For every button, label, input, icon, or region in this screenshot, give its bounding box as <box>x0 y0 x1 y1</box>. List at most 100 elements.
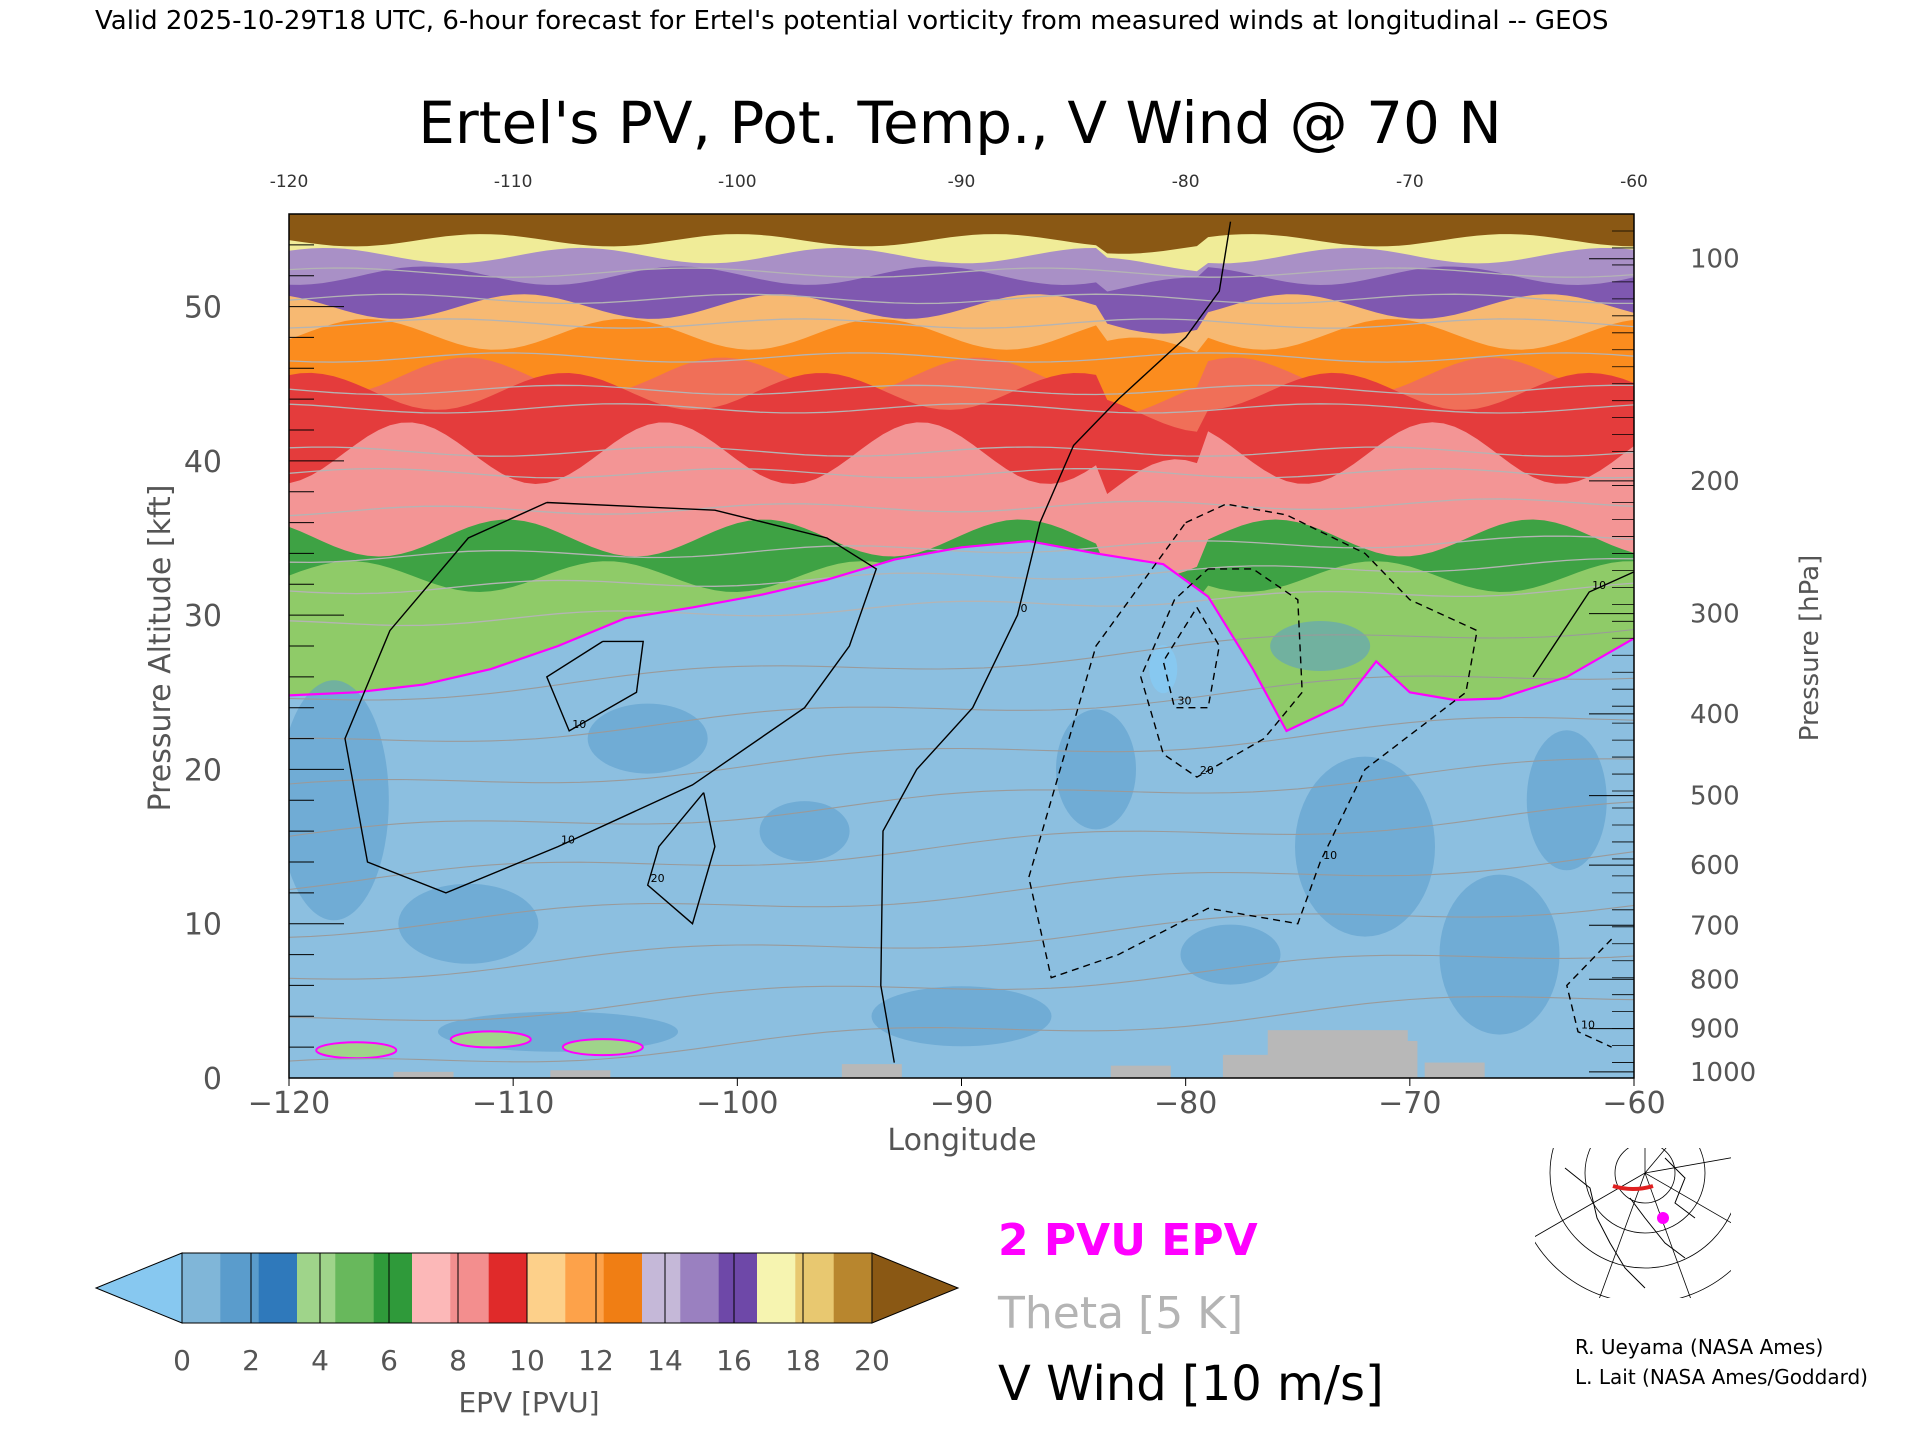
theta-trop-line-6 <box>289 716 1634 785</box>
inset-meridian <box>1644 1172 1731 1224</box>
pressure-tick-label: 700 <box>1690 911 1740 941</box>
y-tick-label: 50 <box>184 291 222 326</box>
inset-cross-section-path <box>1612 1184 1654 1191</box>
y-axis-label-left: Pressure Altitude [kft] <box>143 485 178 812</box>
colorbar-tick-label: 0 <box>173 1344 191 1377</box>
inset-latitude-circle <box>1614 1148 1676 1204</box>
colorbar-swatch-0 <box>182 1253 221 1323</box>
epv-patch-9 <box>1180 924 1281 985</box>
x-tick-label: −100 <box>696 1086 778 1121</box>
inset-meridian <box>1535 1172 1646 1237</box>
y-tick-label: 0 <box>203 1062 222 1097</box>
top-tick-label: -110 <box>494 172 533 192</box>
colorbar-swatch-17 <box>833 1253 873 1323</box>
x-tick-label: −70 <box>1378 1086 1441 1121</box>
theta-line-340 <box>289 498 1634 517</box>
legend: 2 PVU EPV Theta [5 K] V Wind [10 m/s] <box>997 1215 1384 1412</box>
colorbar-swatch-7 <box>450 1253 490 1323</box>
theta-trop-line-5 <box>289 758 1634 837</box>
inset-coastlines <box>1564 1157 1696 1289</box>
pressure-tick-label: 500 <box>1690 782 1740 812</box>
terrain-6 <box>550 1070 611 1078</box>
theta-trop-line-7 <box>289 675 1634 742</box>
y-tick-label: 10 <box>184 908 222 943</box>
colorbar-swatch-9 <box>527 1253 566 1323</box>
epv-patch-6 <box>1295 756 1435 937</box>
pressure-tick-label: 900 <box>1690 1015 1740 1045</box>
colorbar-over-arrow <box>871 1252 960 1324</box>
inset-location-marker <box>1657 1212 1669 1224</box>
colorbar-tick-label: 8 <box>449 1344 467 1377</box>
vwind-contour-6 <box>1140 568 1303 778</box>
colorbar-tick-label: 12 <box>578 1344 614 1377</box>
theta-line-390 <box>289 352 1634 363</box>
pressure-tick-label: 400 <box>1690 700 1740 730</box>
inset-meridian <box>1599 1172 1646 1298</box>
vwind-contour-0 <box>880 221 1232 1063</box>
inset-meridian <box>1644 1172 1691 1298</box>
theta-line-310 <box>289 582 1634 627</box>
terrain-5 <box>841 1064 902 1078</box>
colorbar-tick-label: 6 <box>380 1344 398 1377</box>
vwind-contour-label-5: 10 <box>1323 849 1337 862</box>
x-tick-label: −110 <box>472 1086 554 1121</box>
vwind-contour-label-6: 20 <box>1200 764 1214 777</box>
chart-title: Ertel's PV, Pot. Temp., V Wind @ 70 N <box>418 89 1501 157</box>
epv-field: 0 10 10 20 10 10 20 30 10 <box>289 214 1634 1078</box>
inset-latitude-circle <box>1584 1148 1706 1234</box>
vwind-contour-label-2: 10 <box>572 718 586 731</box>
x-axis-label: Longitude <box>887 1123 1036 1158</box>
inset-latitude-circle <box>1549 1148 1731 1269</box>
top-tick-label: -100 <box>718 172 757 192</box>
terrain-0 <box>1110 1065 1171 1078</box>
theta-line-350 <box>289 467 1634 479</box>
vwind-contour-5 <box>1028 503 1478 979</box>
vwind-contour-7 <box>1162 607 1221 709</box>
x-tick-label: −120 <box>248 1086 330 1121</box>
epv-patch-0 <box>289 680 389 921</box>
colorbar-frame <box>181 1252 873 1324</box>
inset-meridian <box>1644 1157 1731 1174</box>
epv-patch-4 <box>871 986 1052 1047</box>
theta-line-360 <box>289 446 1634 457</box>
colorbar-swatch-13 <box>680 1253 720 1323</box>
top-tick-label: -70 <box>1396 172 1424 192</box>
surface-pv-1 <box>449 1030 532 1049</box>
vwind-contour-label-8: 10 <box>1581 1019 1595 1032</box>
epv-patch-light <box>1149 645 1178 694</box>
y-tick-label: 30 <box>184 599 222 634</box>
colorbar-swatch-14 <box>718 1253 758 1323</box>
colorbar-swatch-2 <box>258 1253 298 1323</box>
top-tick-label: -120 <box>270 172 309 192</box>
colorbar-swatch-5 <box>373 1253 413 1323</box>
colorbar-tick-label: 4 <box>311 1344 329 1377</box>
colorbar-swatch-16 <box>795 1253 835 1323</box>
pressure-tick-label: 800 <box>1690 965 1740 995</box>
theta-trop-line-0 <box>289 996 1634 1063</box>
terrain-7 <box>393 1071 454 1078</box>
top-tick-label: -80 <box>1172 172 1200 192</box>
y-tick-label: 40 <box>184 445 222 480</box>
legend-item-2: V Wind [10 m/s] <box>998 1356 1384 1412</box>
pv2-contour <box>289 539 1634 733</box>
theta-trop-line-4 <box>289 801 1634 891</box>
colorbar-swatch-10 <box>565 1253 605 1323</box>
colorbar-swatch-12 <box>642 1253 681 1323</box>
vwind-contour-label-0: 0 <box>1021 602 1028 615</box>
colorbar-tick-label: 20 <box>854 1344 890 1377</box>
vwind-contour-3 <box>646 792 716 925</box>
theta-trop-line-2 <box>289 904 1634 980</box>
colorbar-swatch-3 <box>297 1253 336 1323</box>
inset-background <box>1535 1148 1731 1298</box>
colorbar-under-arrow <box>94 1252 183 1324</box>
legend-item-1: Theta [5 K] <box>997 1288 1243 1339</box>
colorbar-label: EPV [PVU] <box>458 1386 599 1419</box>
theta-line-370 <box>289 403 1634 414</box>
terrain-3 <box>1357 1040 1418 1078</box>
epv-patch-1 <box>398 883 539 964</box>
top-tick-label: -60 <box>1620 172 1648 192</box>
inset-map <box>1535 1148 1731 1298</box>
plot-area: 0 10 10 20 10 10 20 30 10 <box>289 214 1634 1078</box>
vwind-contour-label-3: 20 <box>651 872 665 885</box>
